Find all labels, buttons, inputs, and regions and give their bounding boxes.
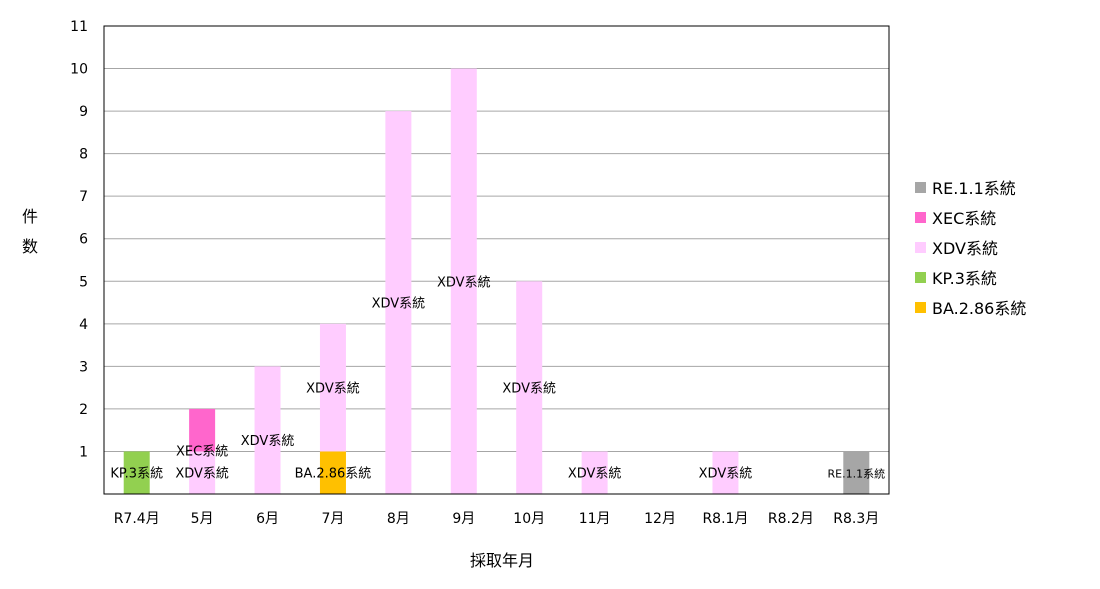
bar bbox=[450, 68, 477, 494]
plot-area-border bbox=[103, 25, 890, 495]
data-label: XDV系統 bbox=[372, 297, 426, 312]
y-tick-label: 3 bbox=[79, 359, 88, 375]
bar bbox=[516, 281, 543, 494]
x-tick-label: R8.2月 bbox=[768, 511, 814, 527]
bar bbox=[385, 111, 412, 494]
data-label: XDV系統 bbox=[241, 434, 295, 449]
x-tick-label: R8.1月 bbox=[702, 511, 748, 527]
x-tick-label: R7.4月 bbox=[114, 511, 160, 527]
y-axis-title-char: 件 bbox=[22, 207, 38, 226]
bar bbox=[712, 451, 739, 494]
y-tick-label: 5 bbox=[79, 274, 88, 290]
data-label: KP.3系統 bbox=[110, 467, 163, 482]
bar bbox=[843, 451, 870, 494]
y-tick-label: 4 bbox=[79, 317, 88, 333]
x-tick-label: 6月 bbox=[256, 511, 279, 527]
legend-swatch bbox=[915, 272, 926, 283]
x-tick-label: 12月 bbox=[644, 511, 676, 527]
legend-label: KP.3系統 bbox=[932, 269, 997, 288]
y-tick-label: 6 bbox=[79, 232, 88, 248]
y-axis-title-char: 数 bbox=[22, 237, 38, 256]
y-tick-label: 1 bbox=[79, 444, 88, 460]
x-tick-label: 8月 bbox=[387, 511, 410, 527]
legend-swatch bbox=[915, 302, 926, 313]
y-tick-label: 11 bbox=[70, 19, 88, 35]
data-label: BA.2.86系統 bbox=[295, 467, 372, 482]
legend-label: RE.1.1系統 bbox=[932, 179, 1016, 198]
data-label: RE.1.1系統 bbox=[827, 467, 885, 481]
data-label: XDV系統 bbox=[306, 382, 360, 397]
data-label: XDV系統 bbox=[175, 467, 229, 482]
x-tick-label: 10月 bbox=[513, 511, 545, 527]
legend-swatch bbox=[915, 242, 926, 253]
data-label: XDV系統 bbox=[502, 382, 556, 397]
y-tick-label: 9 bbox=[79, 104, 88, 120]
y-tick-label: 2 bbox=[79, 402, 88, 418]
legend-label: XDV系統 bbox=[932, 239, 998, 258]
bar bbox=[319, 451, 346, 494]
data-label: XEC系統 bbox=[176, 444, 228, 459]
y-tick-label: 8 bbox=[79, 147, 88, 163]
y-tick-label: 10 bbox=[70, 62, 88, 78]
bar bbox=[254, 366, 281, 494]
legend-swatch bbox=[915, 182, 926, 193]
bar bbox=[319, 323, 346, 452]
x-tick-label: 5月 bbox=[191, 511, 214, 527]
legend-label: BA.2.86系統 bbox=[932, 299, 1026, 318]
x-tick-label: 11月 bbox=[579, 511, 611, 527]
bar bbox=[123, 451, 150, 494]
bar bbox=[189, 451, 216, 494]
x-tick-label: R8.3月 bbox=[833, 511, 879, 527]
bar bbox=[581, 451, 608, 494]
bar bbox=[189, 408, 216, 452]
data-label: XDV系統 bbox=[568, 467, 622, 482]
data-label: XDV系統 bbox=[699, 467, 753, 482]
x-axis-title: 採取年月 bbox=[470, 551, 534, 570]
y-tick-label: 7 bbox=[79, 189, 88, 205]
x-tick-label: 9月 bbox=[452, 511, 475, 527]
data-label: XDV系統 bbox=[437, 275, 491, 290]
x-tick-label: 7月 bbox=[321, 511, 344, 527]
legend-label: XEC系統 bbox=[932, 209, 996, 228]
legend-swatch bbox=[915, 212, 926, 223]
